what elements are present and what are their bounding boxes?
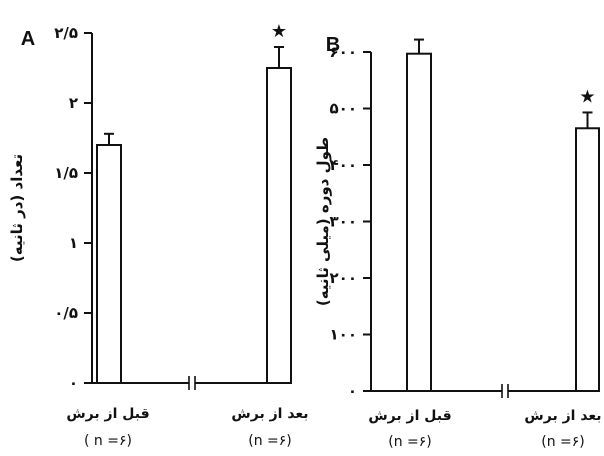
- panel-a-bar: [96, 144, 122, 384]
- panel-a-y-tick-label: ٢/۵: [54, 24, 78, 42]
- panel-b-category-label: بعد از برش: [524, 408, 601, 424]
- panel-a-bar: [266, 67, 292, 384]
- panel-a-y-tick-label: ٠/۵: [54, 304, 78, 322]
- panel-a-y-tick-label: ١/۵: [54, 164, 78, 182]
- panel-a-y-tick-label: ٠: [69, 374, 78, 392]
- panel-b-category-label: قبل از برش: [368, 408, 451, 424]
- panel-a-y-tick-label: ٢: [69, 94, 78, 112]
- panel-a-category-label: قبل از برش: [66, 406, 149, 422]
- panel-b-y-tick-label: ٠: [348, 382, 357, 400]
- panel-b-y-axis-title: طول دوره (میلی ثانیه): [314, 137, 332, 306]
- panel-b-y-tick-label: ۴٠٠: [330, 156, 357, 174]
- panel-b-bar: [575, 127, 600, 392]
- panel-a-y-tick-label: ١: [69, 234, 78, 252]
- panel-b-y-tick-label: ٢٠٠: [330, 269, 357, 287]
- panel-b-significance-star: ★: [579, 86, 595, 107]
- panel-b-y-tick-label: ١٠٠: [330, 326, 357, 344]
- panel-b-y-tick-label: ۶٠٠: [330, 43, 357, 61]
- panel-b-label: B: [326, 34, 340, 56]
- panel-a-n-label: ( n =۶): [84, 433, 132, 449]
- panel-a-category-label: بعد از برش: [231, 406, 308, 422]
- panel-a-significance-star: ★: [271, 21, 287, 42]
- panel-a-n-label: (n =۶): [248, 433, 292, 449]
- panel-a-y-axis-title: تعداد (در ثانیه): [8, 154, 26, 262]
- panel-b-n-label: (n =۶): [541, 434, 585, 450]
- panel-a-label: A: [21, 28, 35, 50]
- panel-b-bar: [406, 52, 432, 392]
- panel-b-n-label: (n =۶): [388, 434, 432, 450]
- panel-b-y-tick-label: ۵٠٠: [330, 100, 357, 118]
- panel-b-y-tick-label: ٣٠٠: [330, 213, 357, 231]
